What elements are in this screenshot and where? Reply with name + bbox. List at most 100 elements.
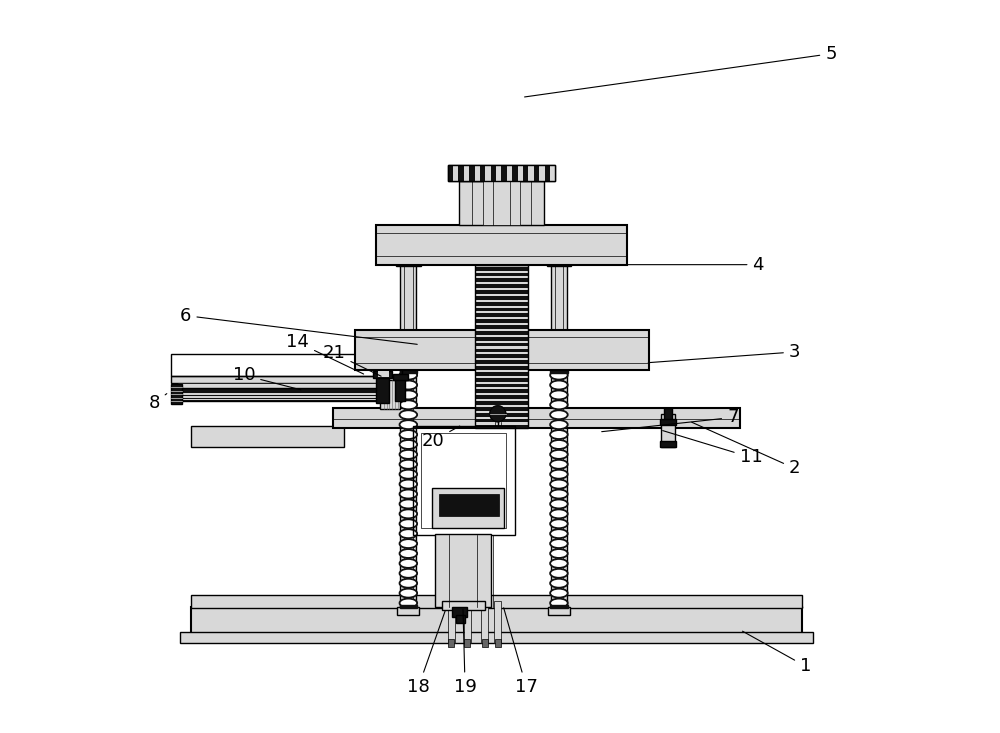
Bar	[475, 370, 528, 372]
Bar	[442, 602, 485, 610]
Bar	[399, 247, 418, 254]
Text: 3: 3	[648, 343, 800, 363]
Ellipse shape	[400, 450, 417, 459]
Ellipse shape	[550, 519, 568, 528]
Bar	[475, 165, 480, 181]
Bar	[452, 606, 467, 617]
Ellipse shape	[550, 410, 568, 419]
Bar	[475, 353, 528, 354]
Bar	[475, 394, 528, 395]
Bar	[475, 317, 528, 320]
Bar	[448, 165, 555, 181]
Ellipse shape	[400, 539, 417, 548]
Bar	[178, 383, 384, 388]
Bar	[495, 639, 501, 647]
Bar	[475, 337, 528, 341]
Bar	[534, 165, 539, 181]
Bar	[475, 276, 528, 279]
Bar	[475, 377, 528, 382]
Bar	[475, 323, 528, 325]
Bar	[456, 615, 465, 622]
Polygon shape	[490, 406, 506, 421]
Ellipse shape	[550, 400, 568, 409]
Ellipse shape	[550, 430, 568, 439]
Bar	[475, 383, 528, 388]
Bar	[191, 595, 802, 608]
Ellipse shape	[400, 589, 417, 597]
Text: 20: 20	[422, 426, 460, 450]
Bar	[475, 270, 528, 273]
Text: 8: 8	[149, 394, 167, 412]
Ellipse shape	[400, 579, 417, 588]
Bar	[475, 424, 528, 428]
Bar	[507, 165, 512, 181]
Ellipse shape	[550, 391, 568, 399]
Bar	[523, 165, 528, 181]
Bar	[178, 388, 384, 401]
Bar	[378, 371, 389, 377]
Bar	[475, 407, 528, 410]
Bar	[485, 165, 491, 181]
Bar	[380, 380, 400, 409]
Bar	[550, 165, 555, 181]
Bar	[475, 389, 528, 394]
Text: 1: 1	[742, 631, 811, 675]
Bar	[512, 165, 518, 181]
Ellipse shape	[550, 529, 568, 538]
Text: 17: 17	[504, 608, 538, 696]
Bar	[475, 343, 528, 347]
Ellipse shape	[400, 391, 417, 399]
Bar	[550, 370, 568, 373]
Ellipse shape	[550, 509, 568, 518]
Bar	[464, 601, 471, 643]
Bar	[171, 354, 402, 376]
Bar	[400, 605, 417, 608]
Bar	[373, 371, 392, 378]
Ellipse shape	[400, 470, 417, 479]
Bar	[376, 372, 389, 403]
Bar	[545, 165, 550, 181]
Bar	[483, 181, 520, 224]
Ellipse shape	[400, 440, 417, 449]
Ellipse shape	[400, 460, 417, 469]
Bar	[376, 224, 627, 265]
Bar	[448, 639, 454, 647]
Ellipse shape	[400, 371, 417, 380]
Bar	[475, 290, 528, 294]
Ellipse shape	[400, 490, 417, 498]
Bar	[528, 165, 534, 181]
Ellipse shape	[400, 499, 417, 509]
Ellipse shape	[400, 569, 417, 578]
Ellipse shape	[550, 589, 568, 597]
Ellipse shape	[550, 460, 568, 469]
Bar	[453, 165, 458, 181]
Bar	[435, 534, 491, 606]
Bar	[475, 405, 528, 407]
Bar	[475, 265, 528, 267]
Ellipse shape	[550, 479, 568, 489]
Bar	[191, 426, 344, 446]
Ellipse shape	[400, 430, 417, 439]
Ellipse shape	[550, 539, 568, 548]
Ellipse shape	[550, 499, 568, 509]
Bar	[475, 306, 528, 308]
Bar	[393, 374, 408, 380]
Bar	[432, 488, 504, 528]
Bar	[413, 426, 515, 535]
Bar	[475, 288, 528, 290]
Bar	[494, 601, 501, 643]
Bar	[481, 601, 488, 643]
Bar	[400, 370, 417, 373]
Ellipse shape	[400, 509, 417, 518]
Bar	[475, 364, 528, 366]
Bar	[439, 494, 499, 515]
Bar	[548, 606, 570, 615]
Bar	[475, 395, 528, 399]
Bar	[475, 401, 528, 405]
Bar	[475, 296, 528, 300]
Bar	[475, 284, 528, 288]
Ellipse shape	[400, 549, 417, 558]
Bar	[475, 382, 528, 383]
Ellipse shape	[550, 380, 568, 389]
Text: 5: 5	[525, 45, 837, 97]
